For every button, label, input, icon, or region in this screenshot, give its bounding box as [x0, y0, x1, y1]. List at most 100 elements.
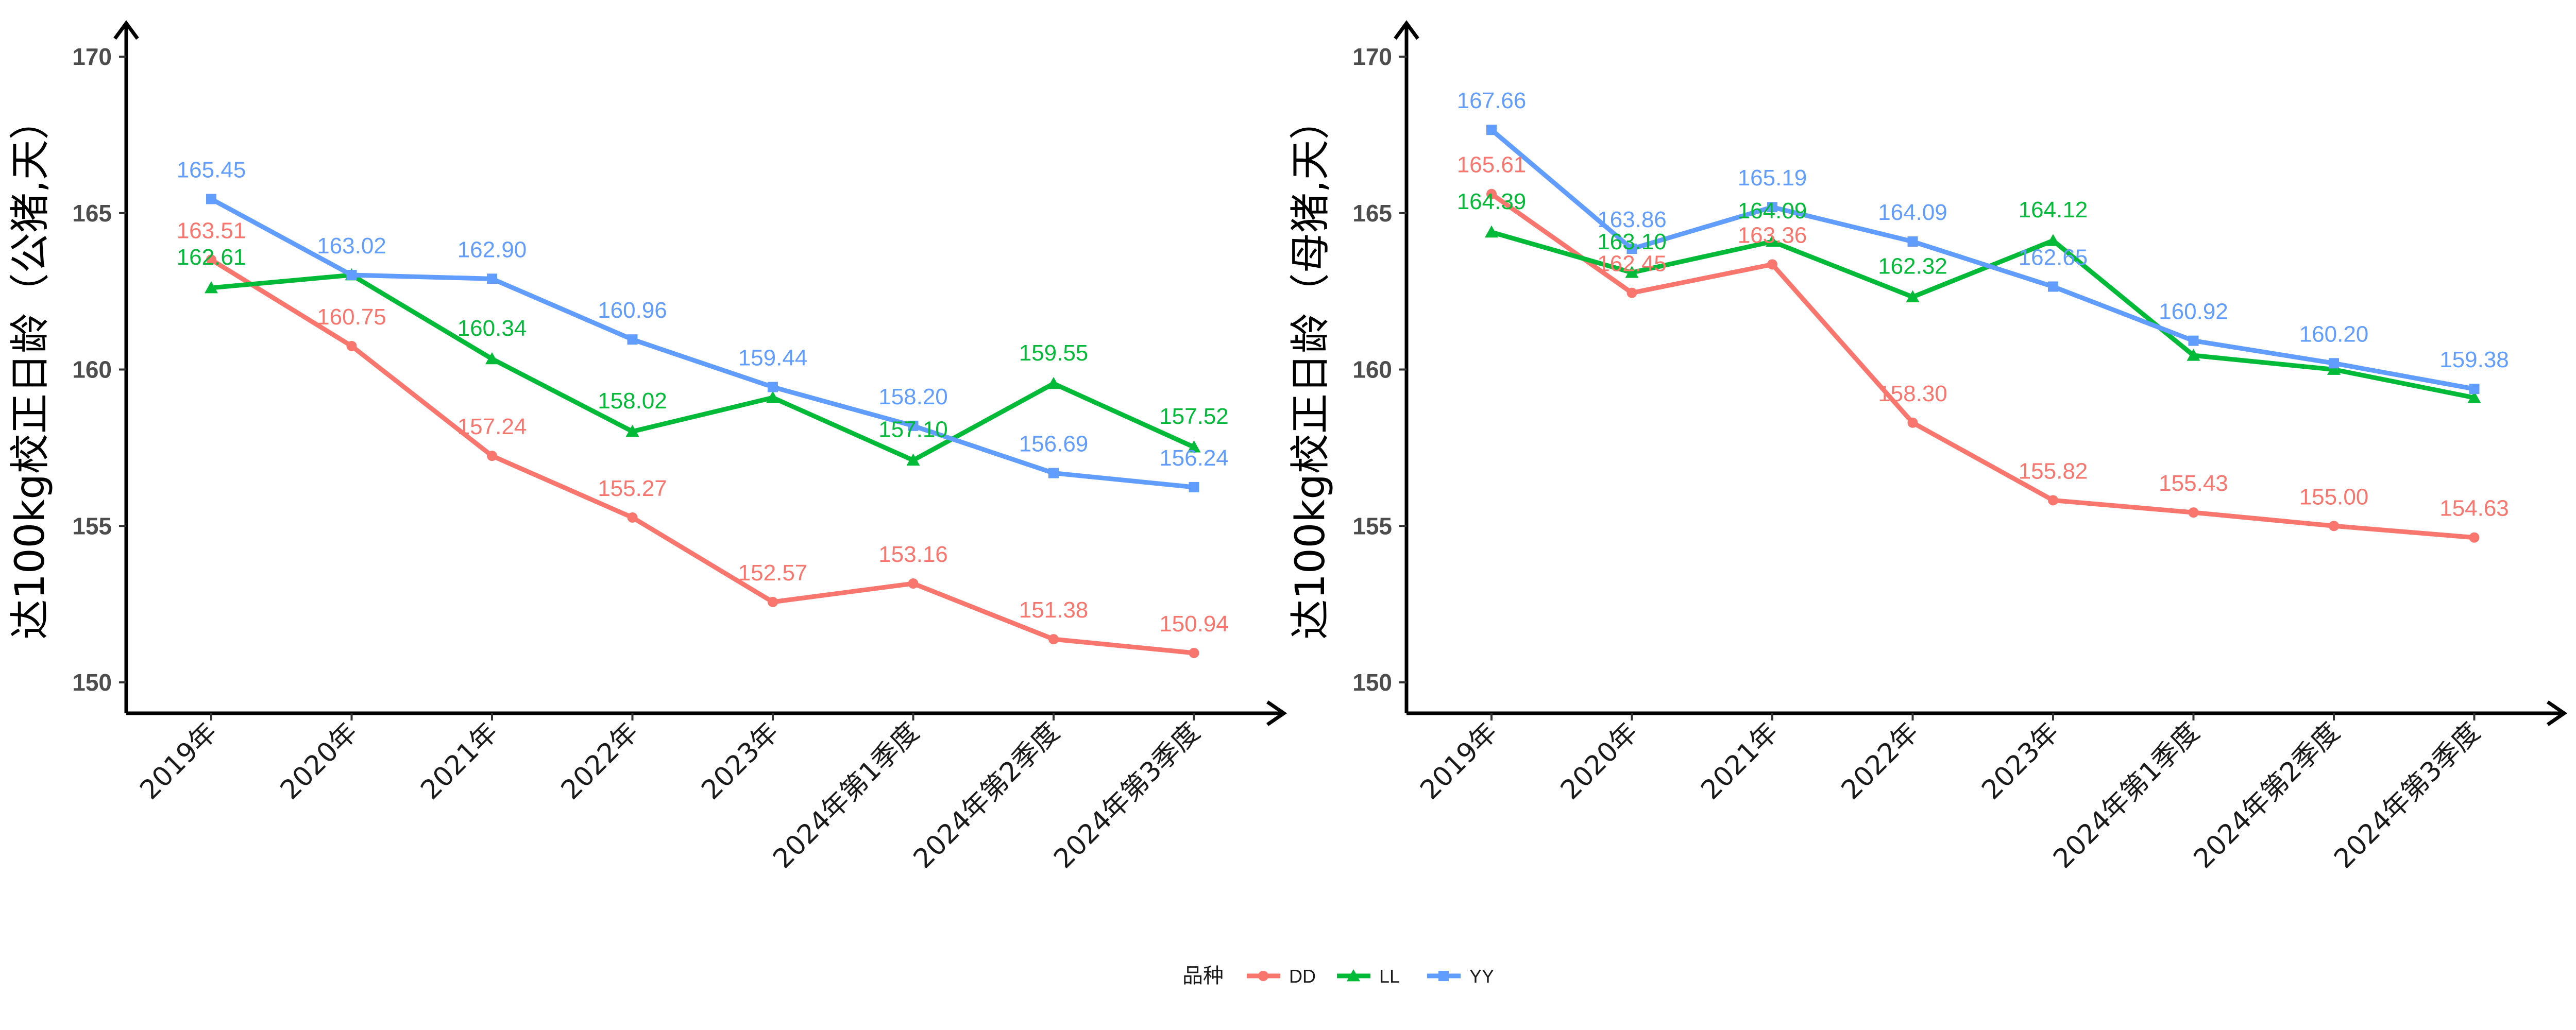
x-tick-label: 2021年	[1695, 717, 1784, 806]
data-point-yy	[487, 273, 497, 284]
data-label: 155.27	[598, 476, 667, 501]
data-labels-ll: 162.61 160.34 158.02 157.10 159.55 157.52	[177, 245, 1229, 442]
data-point-dd	[487, 451, 497, 461]
x-tick-label: 2024年第1季度	[767, 717, 925, 874]
data-label: 156.24	[1159, 445, 1229, 471]
legend-title: 品种	[1182, 964, 1224, 988]
data-label: 160.75	[317, 304, 386, 330]
data-label: 159.55	[1019, 340, 1089, 366]
data-label: 155.00	[2299, 484, 2369, 509]
y-tick-label: 160	[72, 356, 112, 383]
x-tick-label: 2020年	[1555, 717, 1644, 806]
y-axis-title: 达100kg校正日龄（母猪,天）	[1287, 99, 1334, 639]
y-tick-label: 170	[1352, 43, 1392, 70]
data-point-dd	[1048, 634, 1059, 645]
y-axis-title: 达100kg校正日龄（公猪,天）	[7, 99, 54, 639]
data-point-yy	[908, 420, 919, 431]
legend-marker	[1438, 971, 1449, 981]
data-point-dd	[768, 596, 778, 607]
x-tick-label: 2024年第3季度	[1048, 717, 1206, 874]
data-point-yy	[346, 270, 357, 281]
y-axis-arrow	[113, 20, 139, 40]
data-label: 165.61	[1457, 152, 1527, 178]
data-label: 158.02	[598, 388, 667, 414]
data-point-dd	[908, 578, 919, 589]
data-point-yy	[768, 382, 778, 392]
data-label: 157.52	[1159, 404, 1229, 429]
data-point-ll	[625, 424, 639, 437]
y-tick-label: 155	[72, 512, 112, 539]
data-point-yy	[1486, 125, 1497, 135]
data-labels-dd: 165.61 162.45 163.36 158.30 155.82 155.43 155.…	[1457, 152, 2509, 521]
x-tick-label: 2024年第1季度	[2047, 717, 2205, 874]
data-point-dd	[2469, 532, 2480, 543]
series-line-ll	[1489, 230, 2477, 400]
data-label: 164.12	[2019, 197, 2088, 222]
data-label: 160.34	[457, 316, 527, 341]
data-labels-yy: 167.66 163.86 165.19 164.09 162.65 160.92 160.…	[1457, 88, 2509, 372]
data-point-dd	[2048, 495, 2058, 506]
data-label: 157.24	[457, 414, 527, 439]
data-point-ll	[1906, 290, 1920, 302]
axes: 150 155 160 165 170 2019年 2020年 2021年 2022年 2023年…	[72, 20, 1287, 874]
x-tick-label: 2021年	[415, 717, 504, 806]
y-tick-label: 165	[72, 200, 112, 227]
data-point-yy	[1626, 244, 1637, 254]
legend-entry-dd: DD	[1247, 966, 1316, 987]
data-label: 164.39	[1457, 189, 1527, 214]
data-label: 163.86	[1597, 207, 1667, 232]
chart-panel-sow: 150 155 160 165 170 2019年 2020年 2021年 2022年 2023年…	[1287, 20, 2568, 874]
y-tick-label: 150	[1352, 669, 1392, 696]
data-label: 150.94	[1159, 611, 1229, 637]
data-label: 164.09	[1738, 198, 1807, 224]
y-tick-label: 150	[72, 669, 112, 696]
series-line-dd	[1489, 192, 2477, 540]
data-label: 162.61	[177, 245, 246, 270]
series-line-yy	[1489, 127, 2477, 391]
data-point-ll	[1485, 225, 1498, 238]
data-point-ll	[1187, 440, 1201, 453]
data-point-ll	[2187, 349, 2200, 361]
data-point-dd	[1907, 417, 1918, 428]
data-point-yy	[2469, 384, 2480, 394]
series-yy	[1486, 125, 2480, 394]
data-label: 158.30	[1878, 381, 1947, 406]
data-point-ll	[2467, 391, 2481, 403]
data-point-dd	[1767, 259, 1777, 270]
x-tick-label: 2023年	[1976, 717, 2065, 806]
legend-entry-yy: YY	[1427, 966, 1494, 987]
data-point-dd	[1626, 287, 1637, 298]
data-label: 156.69	[1019, 432, 1089, 457]
data-labels-dd: 163.51 160.75 157.24 155.27 152.57 153.16 151.…	[177, 218, 1229, 637]
data-point-ll	[2046, 234, 2060, 246]
x-tick-label: 2022年	[555, 717, 645, 806]
data-point-ll	[2327, 363, 2341, 375]
data-label: 163.51	[177, 218, 246, 243]
data-labels-ll: 164.39 163.10 164.09 162.32 164.12	[1457, 189, 2088, 279]
data-label: 153.16	[878, 542, 948, 567]
data-point-yy	[2188, 335, 2199, 346]
legend: 品种 DD LL YY	[1182, 964, 1494, 988]
data-point-ll	[485, 352, 499, 365]
x-tick-label: 2024年第3季度	[2328, 717, 2486, 874]
y-axis-arrow	[1394, 20, 1419, 40]
legend-marker	[1258, 971, 1268, 981]
chart-panel-boar: 150 155 160 165 170 2019年 2020年 2021年 2022年 2023年…	[7, 20, 1287, 874]
x-tick-label: 2022年	[1836, 717, 1925, 806]
data-point-yy	[627, 334, 638, 345]
data-point-dd	[346, 340, 357, 351]
x-tick-label: 2024年第2季度	[2188, 717, 2346, 874]
series-line-ll	[209, 272, 1196, 463]
data-point-ll	[1047, 376, 1060, 389]
data-point-dd	[206, 254, 216, 265]
data-point-ll	[1766, 235, 1779, 247]
data-point-dd	[1486, 188, 1497, 199]
data-point-yy	[1767, 202, 1777, 213]
legend-label: YY	[1469, 966, 1494, 987]
data-label: 152.57	[738, 560, 808, 586]
legend-marker	[1347, 969, 1360, 982]
data-label: 160.92	[2159, 299, 2228, 324]
data-label: 151.38	[1019, 597, 1089, 623]
data-point-yy	[2048, 281, 2058, 292]
